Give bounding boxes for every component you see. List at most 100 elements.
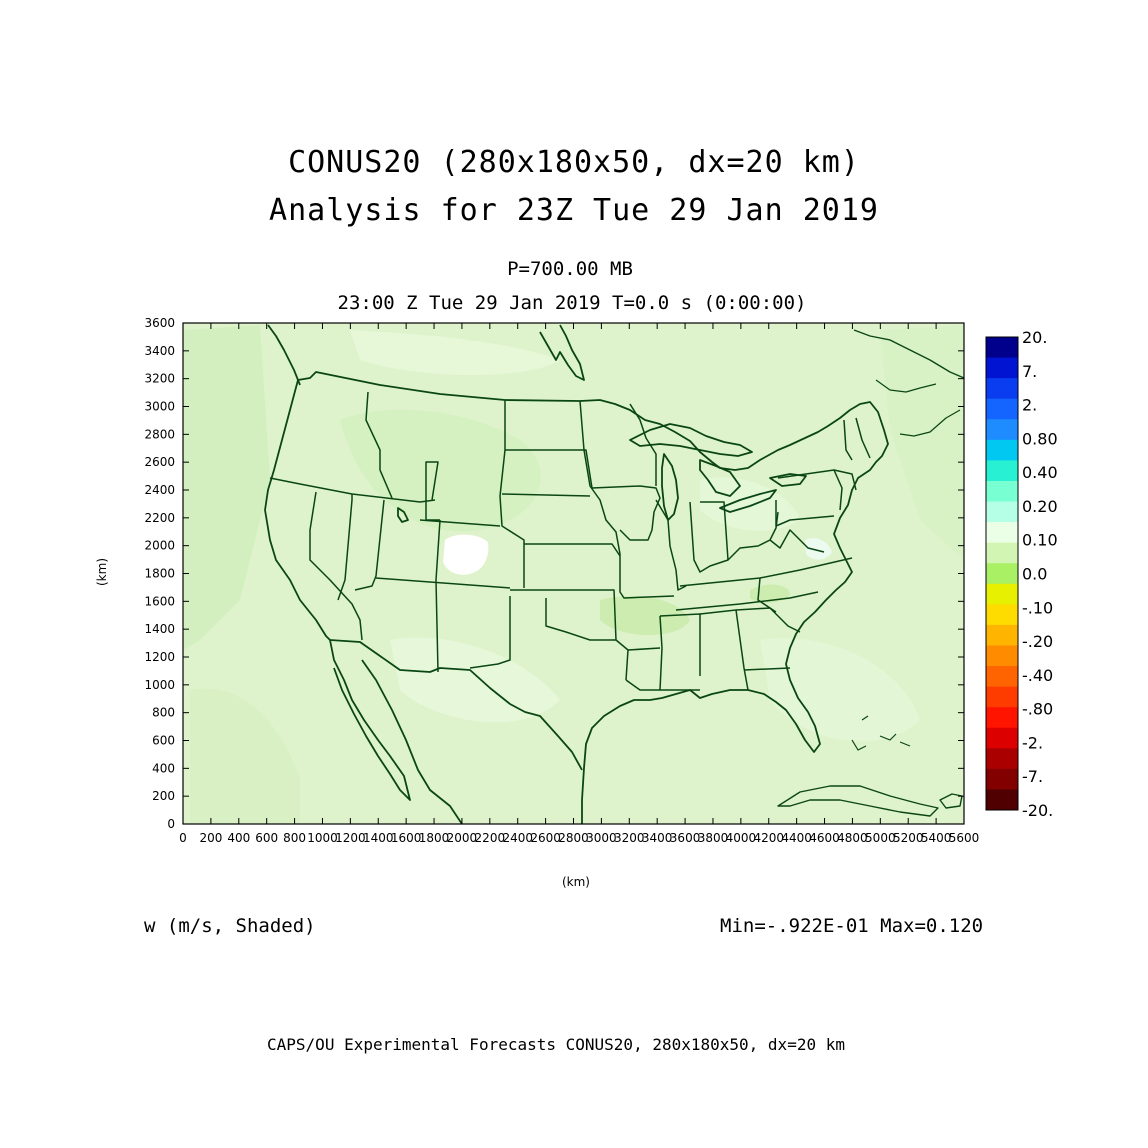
field-label: w (m/s, Shaded) [144, 915, 316, 937]
y-tick-label: 2400 [144, 483, 175, 497]
map-boundaries [264, 324, 964, 824]
colorbar-swatch [986, 748, 1018, 770]
y-tick-label: 1800 [144, 567, 175, 581]
valid-time: 23:00 Z Tue 29 Jan 2019 T=0.0 s (0:00:00… [337, 292, 807, 314]
x-tick-label: 200 [199, 831, 222, 845]
colorbar-swatch [986, 357, 1018, 379]
x-tick-label: 1800 [419, 831, 450, 845]
lake-superior [629, 423, 753, 457]
y-tick-label: 1600 [144, 594, 175, 608]
x-tick-label: 600 [255, 831, 278, 845]
lake-michigan [661, 453, 679, 521]
y-tick-label: 1200 [144, 650, 175, 664]
colorbar-swatch [986, 727, 1018, 749]
x-tick-label: 4000 [726, 831, 757, 845]
colorbar-label: -.20 [1022, 632, 1053, 651]
colorbar-swatch [986, 624, 1018, 646]
colorbar-swatch [986, 666, 1018, 688]
x-tick-label: 1600 [391, 831, 422, 845]
x-tick-label: 1400 [363, 831, 394, 845]
west-coast [264, 379, 331, 641]
y-tick-label: 3400 [144, 344, 175, 358]
colorbar-swatch [986, 768, 1018, 790]
colorbar-swatch [986, 583, 1018, 605]
colorbar-label: -20. [1022, 801, 1053, 820]
colorbar-swatch [986, 563, 1018, 585]
x-tick-label: 2800 [558, 831, 589, 845]
x-tick-label: 3800 [698, 831, 729, 845]
x-tick-label: 3000 [586, 831, 617, 845]
x-tick-label: 4200 [753, 831, 784, 845]
x-tick-label: 2600 [530, 831, 561, 845]
colorbar-label: 0.80 [1022, 429, 1058, 448]
x-tick-label: 1200 [335, 831, 366, 845]
colorbar-swatch [986, 419, 1018, 441]
colorbar-swatch [986, 789, 1018, 811]
us-outline [297, 371, 889, 824]
x-tick-label: 0 [179, 831, 187, 845]
lake-huron [699, 459, 741, 497]
colorbar-label: -.10 [1022, 598, 1053, 617]
colorbar-frame [985, 336, 1019, 811]
y-tick-label: 2600 [144, 455, 175, 469]
y-tick-label: 2000 [144, 539, 175, 553]
colorbar-swatch [986, 337, 1018, 359]
title-line-2: Analysis for 23Z Tue 29 Jan 2019 [269, 193, 879, 228]
y-tick-label: 800 [152, 706, 175, 720]
x-tick-label: 3400 [642, 831, 673, 845]
x-tick-label: 800 [283, 831, 306, 845]
field-minmax: Min=-.922E-01 Max=0.120 [720, 915, 984, 937]
colorbar-label: -7. [1022, 767, 1043, 786]
x-axis-ticks: 0 200 400 600 800 100012001400160018002000220… [179, 323, 979, 845]
y-tick-label: 1400 [144, 622, 175, 636]
colorbar-label: 7. [1022, 362, 1037, 381]
y-tick-label: 2200 [144, 511, 175, 525]
x-tick-label: 4600 [809, 831, 840, 845]
lake-erie [719, 489, 777, 513]
colorbar-swatch [986, 378, 1018, 400]
y-axis-label: (km) [95, 558, 109, 586]
y-tick-label: 3600 [144, 316, 175, 330]
colorbar-swatch [986, 604, 1018, 626]
x-tick-label: 4400 [781, 831, 812, 845]
y-tick-label: 600 [152, 734, 175, 748]
x-tick-label: 5200 [893, 831, 924, 845]
x-tick-label: 3200 [614, 831, 645, 845]
y-tick-label: 3000 [144, 400, 175, 414]
colorbar-label: -.40 [1022, 666, 1053, 685]
y-tick-label: 400 [152, 761, 175, 775]
footer-credit: CAPS/OU Experimental Forecasts CONUS20, … [267, 1035, 845, 1054]
x-tick-label: 2200 [475, 831, 506, 845]
colorbar-swatch [986, 542, 1018, 564]
y-tick-label: 1000 [144, 678, 175, 692]
x-tick-label: 5400 [921, 831, 952, 845]
y-axis-ticks: 0 200 400 600 800 1000 1200 1400 1600 1800 2000 220… [144, 316, 964, 831]
colorbar-label: 0.20 [1022, 497, 1058, 516]
colorbar-swatch [986, 501, 1018, 523]
colorbar-label: 2. [1022, 396, 1037, 415]
colorbar-label: 0.40 [1022, 463, 1058, 482]
field-shading [183, 323, 964, 824]
colorbar-swatch [986, 398, 1018, 420]
pressure-level: P=700.00 MB [507, 258, 633, 280]
x-tick-label: 2400 [502, 831, 533, 845]
colorbar-swatch [986, 460, 1018, 482]
colorbar-label: 0.0 [1022, 565, 1047, 584]
colorbar-swatch [986, 522, 1018, 544]
x-tick-label: 400 [227, 831, 250, 845]
y-tick-label: 2800 [144, 427, 175, 441]
x-tick-label: 2000 [447, 831, 478, 845]
x-axis-label: (km) [562, 875, 590, 889]
colorbar-label: 0.10 [1022, 531, 1058, 550]
colorbar-label: -.80 [1022, 700, 1053, 719]
colorbar-swatch [986, 707, 1018, 729]
state-lines [269, 391, 871, 691]
x-tick-label: 5600 [949, 831, 980, 845]
x-tick-label: 5000 [865, 831, 896, 845]
title-line-1: CONUS20 (280x180x50, dx=20 km) [288, 145, 860, 180]
mexico-border [329, 639, 583, 771]
colorbar-swatch [986, 645, 1018, 667]
colorbar-swatch [986, 686, 1018, 708]
y-tick-label: 0 [167, 817, 175, 831]
